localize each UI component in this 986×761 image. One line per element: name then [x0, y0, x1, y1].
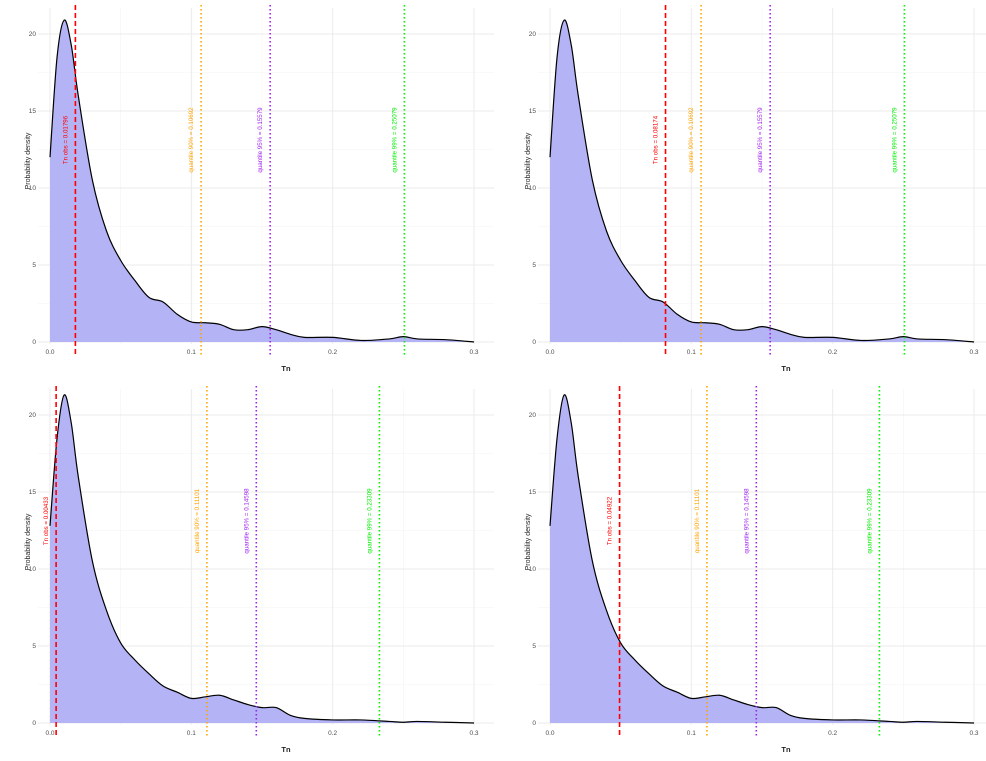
q90-label: quantile 90% = 0.10692: [188, 107, 195, 173]
y-tick-label: 5: [32, 262, 36, 269]
x-tick-label: 0.3: [469, 730, 478, 737]
y-tick-label: 10: [529, 566, 537, 573]
x-tick-label: 0.3: [969, 349, 978, 356]
y-tick-label: 10: [529, 185, 537, 192]
y-tick-label: 10: [29, 185, 37, 192]
q90-label: quantile 90% = 0.11101: [694, 488, 701, 553]
x-tick-label: 0.3: [469, 349, 478, 356]
y-tick-label: 5: [32, 643, 36, 650]
x-tick-label: 0.0: [545, 349, 554, 356]
y-tick-label: 15: [29, 489, 37, 496]
x-axis-title: Tn: [781, 364, 791, 373]
y-tick-label: 15: [29, 108, 37, 115]
x-tick-label: 0.0: [45, 730, 54, 737]
density-area: [550, 394, 974, 723]
y-tick-label: 20: [29, 412, 37, 419]
y-tick-label: 0: [32, 339, 36, 346]
tn_obs-label: Tn obs = 0.08174: [653, 115, 660, 164]
density-curve: [49, 19, 475, 343]
y-tick-label: 20: [529, 31, 537, 38]
x-tick-label: 0.1: [187, 730, 196, 737]
y-tick-label: 15: [529, 489, 537, 496]
x-axis-title: Tn: [281, 745, 291, 754]
q90-label: quantile 90% = 0.10692: [688, 107, 695, 173]
y-tick-label: 20: [529, 412, 537, 419]
q99-label: quantile 99% = 0.23309: [366, 488, 373, 554]
x-tick-label: 0.2: [828, 349, 837, 356]
y-axis-title: Probability density: [525, 513, 532, 570]
density-curve: [549, 19, 975, 343]
y-tick-label: 0: [32, 720, 36, 727]
x-tick-label: 0.2: [828, 730, 837, 737]
y-axis-title: Probability density: [25, 513, 32, 570]
x-tick-label: 0.0: [545, 730, 554, 737]
x-tick-label: 0.1: [687, 349, 696, 356]
x-tick-label: 0.1: [187, 349, 196, 356]
y-axis-title: Probability density: [25, 132, 32, 189]
x-tick-label: 0.1: [687, 730, 696, 737]
q95-label: quantile 95% = 0.15579: [257, 107, 264, 173]
y-tick-label: 15: [529, 108, 537, 115]
y-tick-label: 5: [532, 643, 536, 650]
density-panel-4: Tn obs = 0.04922 quantile 90% = 0.11101 qu…: [525, 386, 986, 754]
y-axis-title: Probability density: [525, 132, 532, 189]
tn_obs-label: Tn obs = 0.04922: [607, 496, 614, 545]
q95-label: quantile 95% = 0.14598: [243, 488, 250, 554]
q99-label: quantile 99% = 0.25079: [391, 107, 398, 173]
x-tick-label: 0.3: [969, 730, 978, 737]
y-tick-label: 10: [29, 566, 37, 573]
density-curve: [49, 394, 475, 724]
x-tick-label: 0.0: [45, 349, 54, 356]
density-panel-1: Tn obs = 0.01796 quantile 90% = 0.10692 qu…: [25, 5, 494, 373]
tn_obs-label: Tn obs = 0.00433: [43, 496, 50, 545]
tn_obs-label: Tn obs = 0.01796: [62, 115, 69, 164]
x-axis-title: Tn: [781, 745, 791, 754]
density-area: [50, 394, 474, 723]
q99-label: quantile 99% = 0.25079: [891, 107, 898, 173]
y-tick-label: 20: [29, 31, 37, 38]
y-tick-label: 5: [532, 262, 536, 269]
density-panel-2: Tn obs = 0.08174 quantile 90% = 0.10692 qu…: [525, 5, 986, 373]
y-tick-label: 0: [532, 339, 536, 346]
density-area: [50, 19, 474, 342]
x-axis-title: Tn: [281, 364, 291, 373]
density-area: [550, 19, 974, 342]
q90-label: quantile 90% = 0.11101: [194, 488, 201, 553]
q95-label: quantile 95% = 0.15579: [757, 107, 764, 173]
density-curve: [549, 394, 975, 724]
x-tick-label: 0.2: [328, 730, 337, 737]
x-tick-label: 0.2: [328, 349, 337, 356]
y-tick-label: 0: [532, 720, 536, 727]
q99-label: quantile 99% = 0.23309: [866, 488, 873, 554]
q95-label: quantile 95% = 0.14598: [743, 488, 750, 554]
density-panel-3: Tn obs = 0.00433 quantile 90% = 0.11101 qu…: [25, 386, 494, 754]
